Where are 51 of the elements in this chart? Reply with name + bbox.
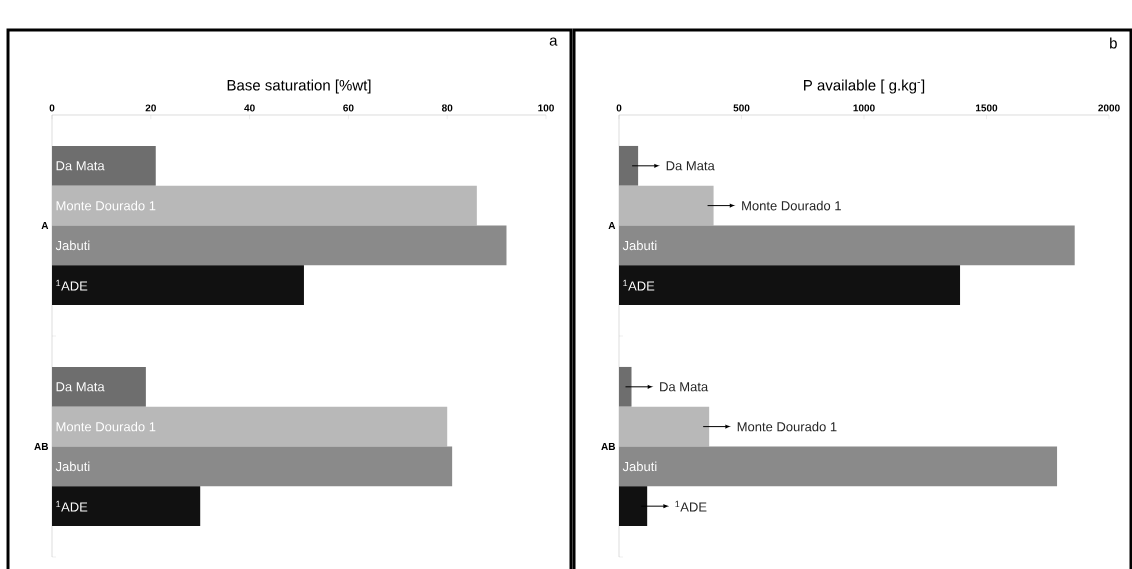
text: a xyxy=(549,37,558,46)
x-tick-label: 1000 xyxy=(853,104,875,112)
text: Jabuti xyxy=(55,461,90,472)
bar xyxy=(619,185,714,226)
bar xyxy=(619,225,1075,266)
x-tick-label: 20 xyxy=(145,104,156,112)
x-tick-label: 1500 xyxy=(976,104,998,112)
x-axis-title: Base saturation [%wt] xyxy=(227,79,371,94)
text: Da Mata xyxy=(666,161,715,171)
y-tick-label: A xyxy=(608,222,616,229)
y-tick-label: AB xyxy=(601,443,616,450)
bar xyxy=(619,265,961,306)
y-tick-label: A xyxy=(41,222,49,229)
bar xyxy=(52,145,156,186)
text: Monte Dourado 1 xyxy=(56,421,156,432)
bar xyxy=(619,145,639,186)
series-label: Da Mata xyxy=(56,161,105,171)
series-label: Jabuti xyxy=(622,240,657,251)
text: Jabuti xyxy=(622,461,657,472)
x-tick-label: 2000 xyxy=(1098,104,1120,112)
series-label: $^{1}$ADE xyxy=(623,279,655,291)
text: Monte Dourado 1 xyxy=(737,421,837,432)
bar xyxy=(619,446,1058,487)
x-axis-title: P available [ g.kg$^{-}$] xyxy=(804,79,925,94)
x-tick-label: 0 xyxy=(616,104,622,112)
bar xyxy=(52,486,201,527)
text: Da Mata xyxy=(56,382,105,392)
text: Monte Dourado 1 xyxy=(742,200,841,211)
y-tick-label: AB xyxy=(34,443,49,450)
bar xyxy=(52,446,453,487)
bar xyxy=(619,406,710,447)
text: Da Mata xyxy=(660,382,709,392)
x-tick-label: 500 xyxy=(733,104,750,112)
bar xyxy=(52,265,304,306)
x-tick-label: 80 xyxy=(441,104,453,112)
x-tick-label: 40 xyxy=(244,104,255,112)
x-tick-label: 100 xyxy=(538,104,554,112)
x-tick-label: 0 xyxy=(49,104,55,112)
series-label: Jabuti xyxy=(55,240,90,251)
bar xyxy=(52,225,507,266)
bar xyxy=(52,185,477,226)
x-tick-label: 60 xyxy=(343,104,354,112)
text: b xyxy=(1110,37,1117,49)
bar xyxy=(619,366,632,407)
bar xyxy=(52,366,146,407)
bar xyxy=(52,406,448,447)
series-label: Monte Dourado 1 xyxy=(56,200,156,211)
text: $^{1}$ADE xyxy=(675,500,707,512)
series-label: $^{1}$ADE xyxy=(56,279,88,291)
bar xyxy=(619,486,648,527)
text: $^{1}$ADE xyxy=(56,500,88,512)
